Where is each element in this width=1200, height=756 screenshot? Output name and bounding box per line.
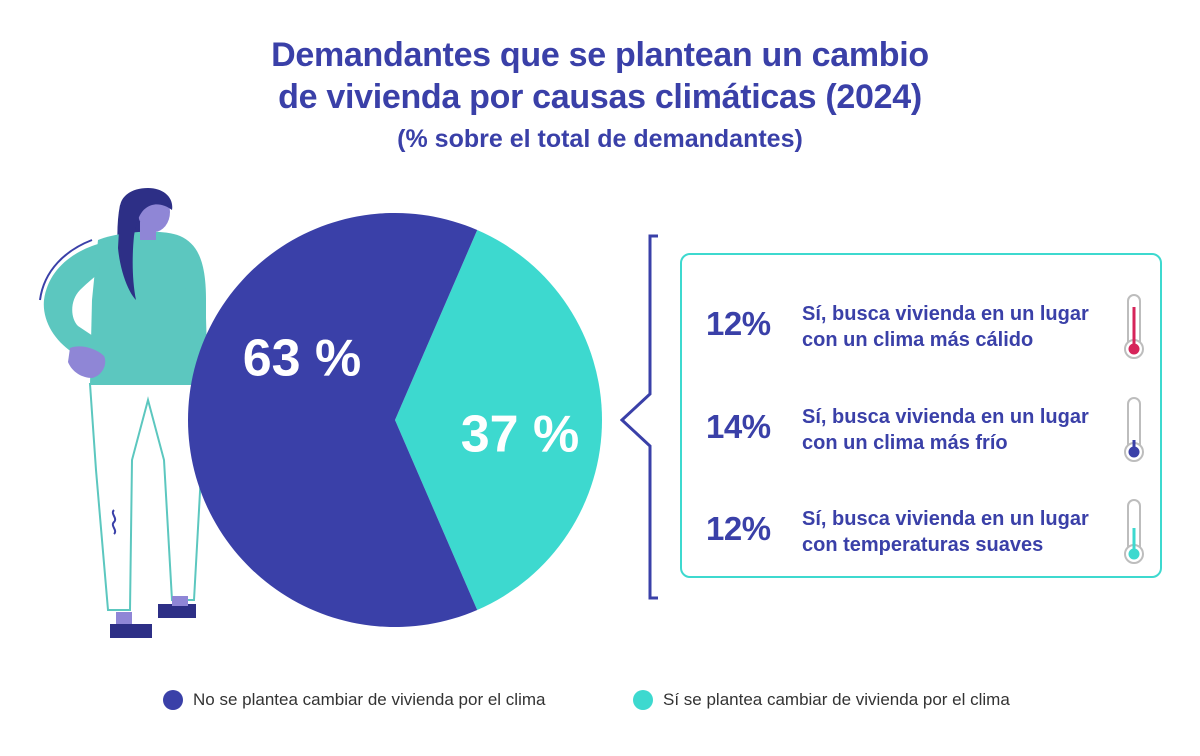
legend-swatch: [163, 690, 183, 710]
pie-labels: 37 % 63 %: [243, 330, 580, 464]
pie-chart: [188, 213, 602, 628]
breakdown-value: 12%: [706, 305, 771, 342]
legend-item-no: No se plantea cambiar de vivienda por el…: [163, 690, 545, 710]
breakdown-panel: 12% Sí, busca vivienda en un lugar con u…: [680, 253, 1162, 578]
woman-illustration-icon: [39, 188, 208, 638]
breakdown-row-mild: 12% Sí, busca vivienda en un lugar con t…: [682, 498, 1160, 568]
chart-legend: No se plantea cambiar de vivienda por el…: [0, 690, 1200, 720]
breakdown-row-warm: 12% Sí, busca vivienda en un lugar con u…: [682, 293, 1160, 363]
chart-title-line-1: Demandantes que se plantean un cambio: [271, 36, 929, 74]
legend-label: No se plantea cambiar de vivienda por el…: [193, 690, 546, 709]
breakdown-row-cold: 14% Sí, busca vivienda en un lugar con u…: [682, 396, 1160, 466]
breakdown-value: 12%: [706, 510, 771, 547]
breakdown-label-line: con un clima más cálido: [802, 329, 1034, 351]
breakdown-value: 14%: [706, 408, 771, 445]
chart-title: Demandantes que se plantean un cambio de…: [0, 34, 1200, 156]
breakdown-label-line: Sí, busca vivienda en un lugar: [802, 303, 1089, 325]
legend-item-si: Sí se plantea cambiar de vivienda por el…: [633, 690, 1010, 710]
legend-label: Sí se plantea cambiar de vivienda por el…: [663, 690, 1010, 709]
pie-slice-no: [188, 213, 478, 628]
chart-title-line-2: de vivienda por causas climáticas (2024): [278, 78, 922, 116]
breakdown-label-line: con temperaturas suaves: [802, 534, 1044, 556]
breakdown-label-line: Sí, busca vivienda en un lugar: [802, 406, 1089, 428]
breakdown-label: Sí, busca vivienda en un lugar con tempe…: [802, 506, 1102, 558]
pie-slice-si: [395, 230, 602, 610]
breakdown-label: Sí, busca vivienda en un lugar con un cl…: [802, 301, 1102, 353]
breakdown-label-line: con un clima más frío: [802, 432, 1008, 454]
chart-subtitle: (% sobre el total de demandantes): [397, 125, 803, 153]
pie-label-si: 37 %: [461, 406, 580, 464]
thermometer-mild-icon: [1124, 499, 1144, 564]
breakdown-label: Sí, busca vivienda en un lugar con un cl…: [802, 404, 1102, 456]
thermometer-hot-icon: [1124, 294, 1144, 359]
pie-label-no: 63 %: [243, 330, 362, 388]
legend-swatch: [633, 690, 653, 710]
breakdown-label-line: Sí, busca vivienda en un lugar: [802, 508, 1089, 530]
thermometer-cold-icon: [1124, 397, 1144, 462]
breakdown-bracket: [620, 234, 658, 600]
